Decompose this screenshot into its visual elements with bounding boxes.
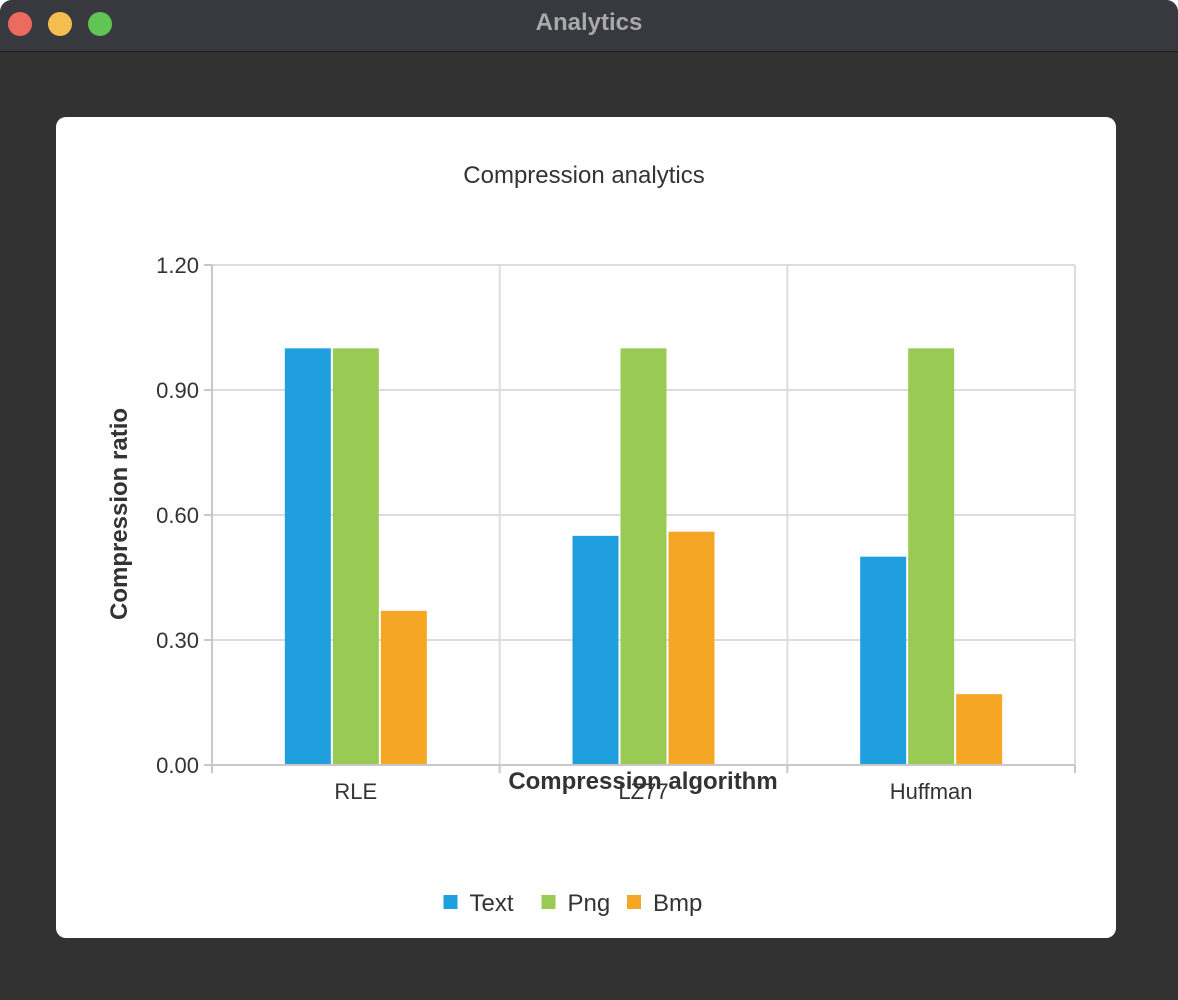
close-window-button[interactable] [8, 12, 32, 36]
bar-png-lz77 [620, 348, 667, 765]
y-tick-label: 0.60 [156, 503, 199, 528]
window-content: Compression analytics 0.00 0.30 0.60 0.90 1.… [0, 53, 1178, 1000]
legend-swatch [443, 895, 458, 909]
legend-swatch [627, 895, 641, 909]
bar-text-rle [284, 348, 331, 765]
bar-text-huffman [860, 556, 907, 765]
chart-legend: Text Png Bmp [443, 890, 702, 917]
legend-label: Text [470, 890, 514, 917]
bar-bmp-rle [380, 610, 427, 765]
x-tick-label: RLE [334, 779, 377, 804]
legend-item-bmp: Bmp [627, 890, 702, 917]
chart-title: Compression analytics [463, 162, 704, 189]
minimize-window-button[interactable] [48, 12, 72, 36]
legend-item-text: Text [443, 890, 514, 917]
legend-swatch [541, 895, 556, 909]
legend-label: Png [568, 890, 611, 917]
x-tick-label: Huffman [890, 779, 973, 804]
legend-item-png: Png [541, 890, 611, 917]
bar-chart: Compression analytics 0.00 0.30 0.60 0.90 1.… [106, 162, 1076, 917]
chart-bars [284, 348, 1003, 765]
y-tick-label: 1.20 [156, 253, 199, 278]
bar-png-huffman [908, 348, 955, 765]
legend-label: Bmp [653, 890, 702, 917]
chart-card: Compression analytics 0.00 0.30 0.60 0.90 1.… [56, 117, 1116, 938]
bar-text-lz77 [572, 535, 619, 765]
window-title: Analytics [535, 9, 643, 36]
x-axis-title: Compression algorithm [508, 768, 777, 795]
bar-bmp-huffman [956, 694, 1003, 765]
y-tick-label: 0.30 [156, 628, 199, 653]
bar-bmp-lz77 [668, 531, 715, 765]
bar-png-rle [332, 348, 379, 765]
chart-axes: 0.00 0.30 0.60 0.90 1.20 RLE LZ77 Huffman [156, 253, 1076, 804]
y-tick-label: 0.00 [156, 753, 199, 778]
zoom-window-button[interactable] [88, 12, 112, 36]
y-tick-label: 0.90 [156, 378, 199, 403]
x-tick-label: LZ77 [618, 779, 668, 804]
y-axis-title: Compression ratio [106, 408, 133, 620]
title-bar: Analytics [0, 0, 1178, 52]
